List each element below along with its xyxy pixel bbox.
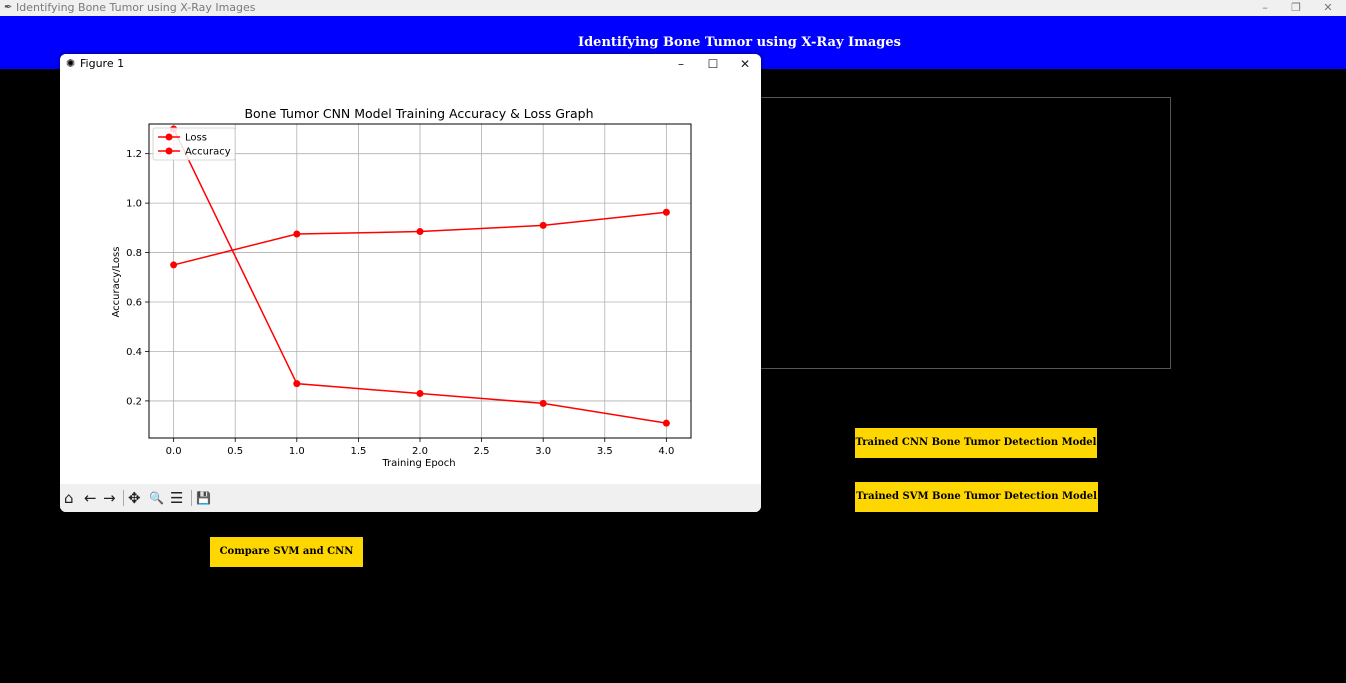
accuracy-data-point [170, 261, 178, 269]
matplotlib-icon: ✺ [66, 57, 76, 70]
x-tick-label: 1.0 [289, 446, 305, 457]
loss-data-point [416, 389, 424, 397]
chart-legend: Loss Accuracy [152, 127, 236, 161]
y-tick-label: 0.4 [126, 347, 142, 358]
legend-loss-marker [165, 133, 173, 141]
x-tick-label: 3.5 [597, 446, 613, 457]
zoom-icon[interactable]: 🔍 [149, 491, 164, 505]
compare-svm-cnn-button[interactable]: Compare SVM and CNN [210, 537, 363, 567]
configure-subplots-icon[interactable]: ☰ [170, 489, 184, 507]
forward-arrow-icon[interactable]: → [103, 489, 116, 507]
accuracy-data-point [293, 230, 301, 238]
app-titlebar: ✒ Identifying Bone Tumor using X-Ray Ima… [0, 0, 1346, 16]
accuracy-data-point [416, 228, 424, 236]
loss-data-point [662, 419, 670, 427]
x-tick-label: 2.5 [474, 446, 490, 457]
app-window-title: Identifying Bone Tumor using X-Ray Image… [16, 1, 256, 14]
accuracy-data-point [662, 208, 670, 216]
app-feather-icon: ✒ [4, 2, 13, 13]
home-icon[interactable]: ⌂ [64, 489, 74, 507]
image-display-panel [740, 97, 1171, 369]
pan-icon[interactable]: ✥ [128, 489, 141, 507]
y-tick-label: 0.6 [126, 298, 142, 309]
y-tick-label: 0.2 [126, 396, 142, 407]
legend-loss-label: Loss [185, 133, 207, 144]
figure-window: ✺ Figure 1 – ☐ ✕ Bone Tumor CNN Model Tr… [60, 54, 761, 512]
page-title: Identifying Bone Tumor using X-Ray Image… [578, 35, 901, 50]
minimize-icon[interactable]: – [1262, 1, 1268, 14]
figure-close-icon[interactable]: ✕ [739, 57, 751, 71]
trained-svm-model-button[interactable]: Trained SVM Bone Tumor Detection Model [855, 482, 1098, 512]
accuracy-data-point [539, 221, 547, 229]
x-tick-label: 3.0 [535, 446, 551, 457]
figure-minimize-icon[interactable]: – [678, 57, 684, 71]
loss-data-point [539, 399, 547, 407]
legend-accuracy-label: Accuracy [185, 147, 231, 158]
x-tick-label: 1.5 [350, 446, 366, 457]
restore-icon[interactable]: ❐ [1291, 1, 1301, 14]
figure-titlebar: ✺ Figure 1 – ☐ ✕ [60, 54, 761, 74]
legend-accuracy-marker [165, 147, 173, 155]
figure-title: Figure 1 [80, 57, 125, 70]
x-tick-label: 0.5 [227, 446, 243, 457]
y-tick-label: 1.2 [126, 149, 142, 160]
chart-title: Bone Tumor CNN Model Training Accuracy &… [244, 106, 593, 121]
figure-maximize-icon[interactable]: ☐ [707, 57, 719, 71]
y-tick-label: 1.0 [126, 199, 142, 210]
y-axis-label: Accuracy/Loss [111, 247, 122, 318]
trained-cnn-model-button[interactable]: Trained CNN Bone Tumor Detection Model [855, 428, 1097, 458]
training-chart: Bone Tumor CNN Model Training Accuracy &… [111, 106, 692, 469]
x-tick-label: 2.0 [412, 446, 428, 457]
x-tick-label: 0.0 [166, 446, 182, 457]
figure-toolbar: ⌂ ← → ✥ 🔍 ☰ 💾 [60, 484, 761, 512]
back-arrow-icon[interactable]: ← [84, 489, 97, 507]
x-axis-label: Training Epoch [381, 458, 455, 469]
legend-box [152, 127, 236, 161]
close-icon[interactable]: ✕ [1323, 1, 1333, 14]
save-icon[interactable]: 💾 [196, 491, 211, 505]
loss-data-point [293, 380, 301, 388]
y-tick-label: 0.8 [126, 248, 142, 259]
x-tick-label: 4.0 [658, 446, 674, 457]
